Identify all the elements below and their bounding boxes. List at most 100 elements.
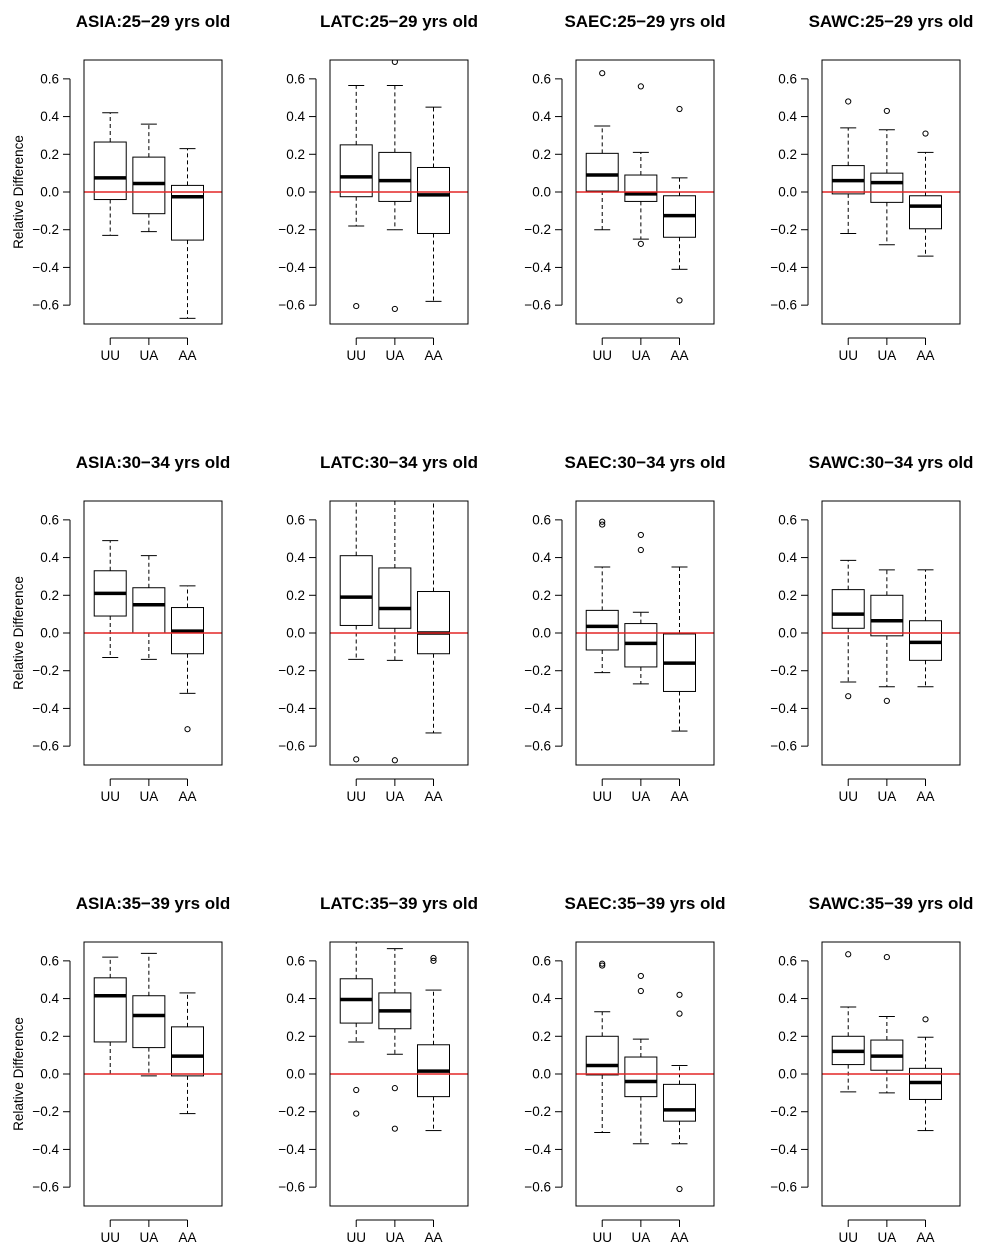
x-category-label: UA: [877, 789, 896, 804]
x-category-label: UU: [838, 789, 858, 804]
x-category-label: AA: [178, 1230, 196, 1245]
iqr-box: [339, 555, 373, 626]
y-tick-label: 0.2: [778, 588, 797, 603]
plot-frame: [83, 941, 223, 1207]
outlier-point: [599, 70, 606, 77]
box-UU: [831, 559, 865, 700]
y-tick-label: −0.2: [770, 222, 797, 237]
x-category-label: UU: [100, 348, 120, 363]
y-tick-label: 0.4: [778, 550, 797, 565]
box-UA: [132, 555, 166, 660]
outlier-point: [599, 521, 606, 528]
outlier-point: [637, 240, 644, 247]
iqr-box: [417, 591, 450, 655]
iqr-box: [585, 152, 619, 192]
panel-title: SAWC:30−34 yrs old: [809, 453, 974, 472]
y-tick-label: −0.4: [278, 260, 305, 275]
y-tick-label: 0.4: [286, 550, 305, 565]
iqr-box: [339, 144, 373, 198]
x-category-label: UA: [631, 348, 650, 363]
y-tick-label: −0.2: [32, 663, 59, 678]
y-tick-label: 0.4: [40, 109, 59, 124]
box-UU: [339, 84, 373, 310]
panel: ASIA:30−34 yrs old Relative Difference −0.…: [11, 453, 230, 804]
outlier-point: [845, 951, 852, 958]
box-UU: [93, 540, 127, 659]
iqr-box: [378, 151, 412, 202]
y-tick-label: 0.2: [286, 588, 305, 603]
y-tick-label: 0.2: [778, 147, 797, 162]
x-category-label: AA: [670, 789, 688, 804]
y-tick-label: −0.6: [770, 739, 797, 754]
outlier-point: [883, 697, 890, 704]
box-UU: [93, 956, 127, 1075]
y-tick-label: 0.2: [286, 147, 305, 162]
box-UA: [624, 972, 658, 1145]
iqr-box: [909, 620, 942, 661]
plot-area: [330, 501, 468, 764]
y-tick-label: 0.0: [286, 185, 305, 200]
x-category-label: UU: [100, 789, 120, 804]
iqr-box: [417, 166, 450, 234]
y-tick-label: 0.6: [532, 512, 551, 527]
panel: SAEC:35−39 yrs old −0.6 −0.4 −0.2 0.0 0.2 0.4 0…: [524, 894, 725, 1245]
x-category-label: AA: [916, 789, 934, 804]
y-tick-label: 0.2: [532, 1029, 551, 1044]
y-tick-label: 0.2: [40, 588, 59, 603]
x-category-label: UA: [385, 1230, 404, 1245]
outlier-point: [599, 960, 606, 967]
outlier-point: [676, 297, 683, 304]
y-tick-label: 0.0: [532, 185, 551, 200]
panel-title: SAEC:35−39 yrs old: [564, 894, 725, 913]
y-tick-label: 0.6: [778, 953, 797, 968]
y-tick-label: 0.6: [778, 512, 797, 527]
x-category-label: UA: [139, 1230, 158, 1245]
y-tick-label: −0.4: [524, 1142, 551, 1157]
box-UA: [870, 953, 904, 1094]
panel-title: ASIA:35−39 yrs old: [76, 894, 231, 913]
y-tick-label: −0.4: [770, 260, 797, 275]
panel: LATC:35−39 yrs old −0.6 −0.4 −0.2 0.0 0.2 0.4 0…: [278, 894, 478, 1245]
y-tick-label: −0.6: [524, 1180, 551, 1195]
iqr-box: [624, 623, 658, 668]
y-tick-label: −0.4: [524, 701, 551, 716]
y-tick-label: 0.6: [286, 953, 305, 968]
x-category-label: AA: [670, 1230, 688, 1245]
y-tick-label: −0.4: [278, 1142, 305, 1157]
x-category-label: AA: [178, 789, 196, 804]
outlier-point: [391, 305, 398, 313]
box-AA: [417, 106, 450, 302]
y-tick-label: −0.6: [524, 739, 551, 754]
outlier-point: [430, 954, 437, 962]
y-tick-label: −0.6: [278, 1180, 305, 1195]
y-tick-label: 0.2: [532, 147, 551, 162]
x-category-label: UU: [592, 789, 612, 804]
y-tick-label: 0.0: [778, 185, 797, 200]
y-tick-label: −0.4: [770, 701, 797, 716]
iqr-box: [132, 156, 166, 215]
plot-frame: [329, 59, 469, 325]
outlier-point: [637, 531, 644, 539]
y-tick-label: −0.4: [32, 701, 59, 716]
box-UA: [132, 123, 166, 233]
plot-area: [576, 518, 714, 732]
x-category-label: AA: [424, 1230, 442, 1245]
box-UA: [378, 60, 412, 313]
y-tick-label: −0.2: [524, 1104, 551, 1119]
x-category-label: UU: [100, 1230, 120, 1245]
y-axis-label: Relative Difference: [11, 576, 26, 690]
outlier-point: [353, 302, 360, 310]
iqr-box: [171, 184, 204, 241]
box-UU: [585, 518, 619, 674]
panel-title: SAWC:25−29 yrs old: [809, 12, 974, 31]
box-UA: [132, 952, 166, 1077]
outlier-point: [184, 726, 191, 733]
x-category-label: AA: [178, 348, 196, 363]
box-AA: [171, 585, 204, 733]
box-AA: [663, 991, 696, 1193]
box-AA: [663, 566, 696, 732]
y-tick-label: −0.2: [278, 1104, 305, 1119]
y-tick-label: −0.6: [32, 739, 59, 754]
y-tick-label: 0.6: [286, 71, 305, 86]
